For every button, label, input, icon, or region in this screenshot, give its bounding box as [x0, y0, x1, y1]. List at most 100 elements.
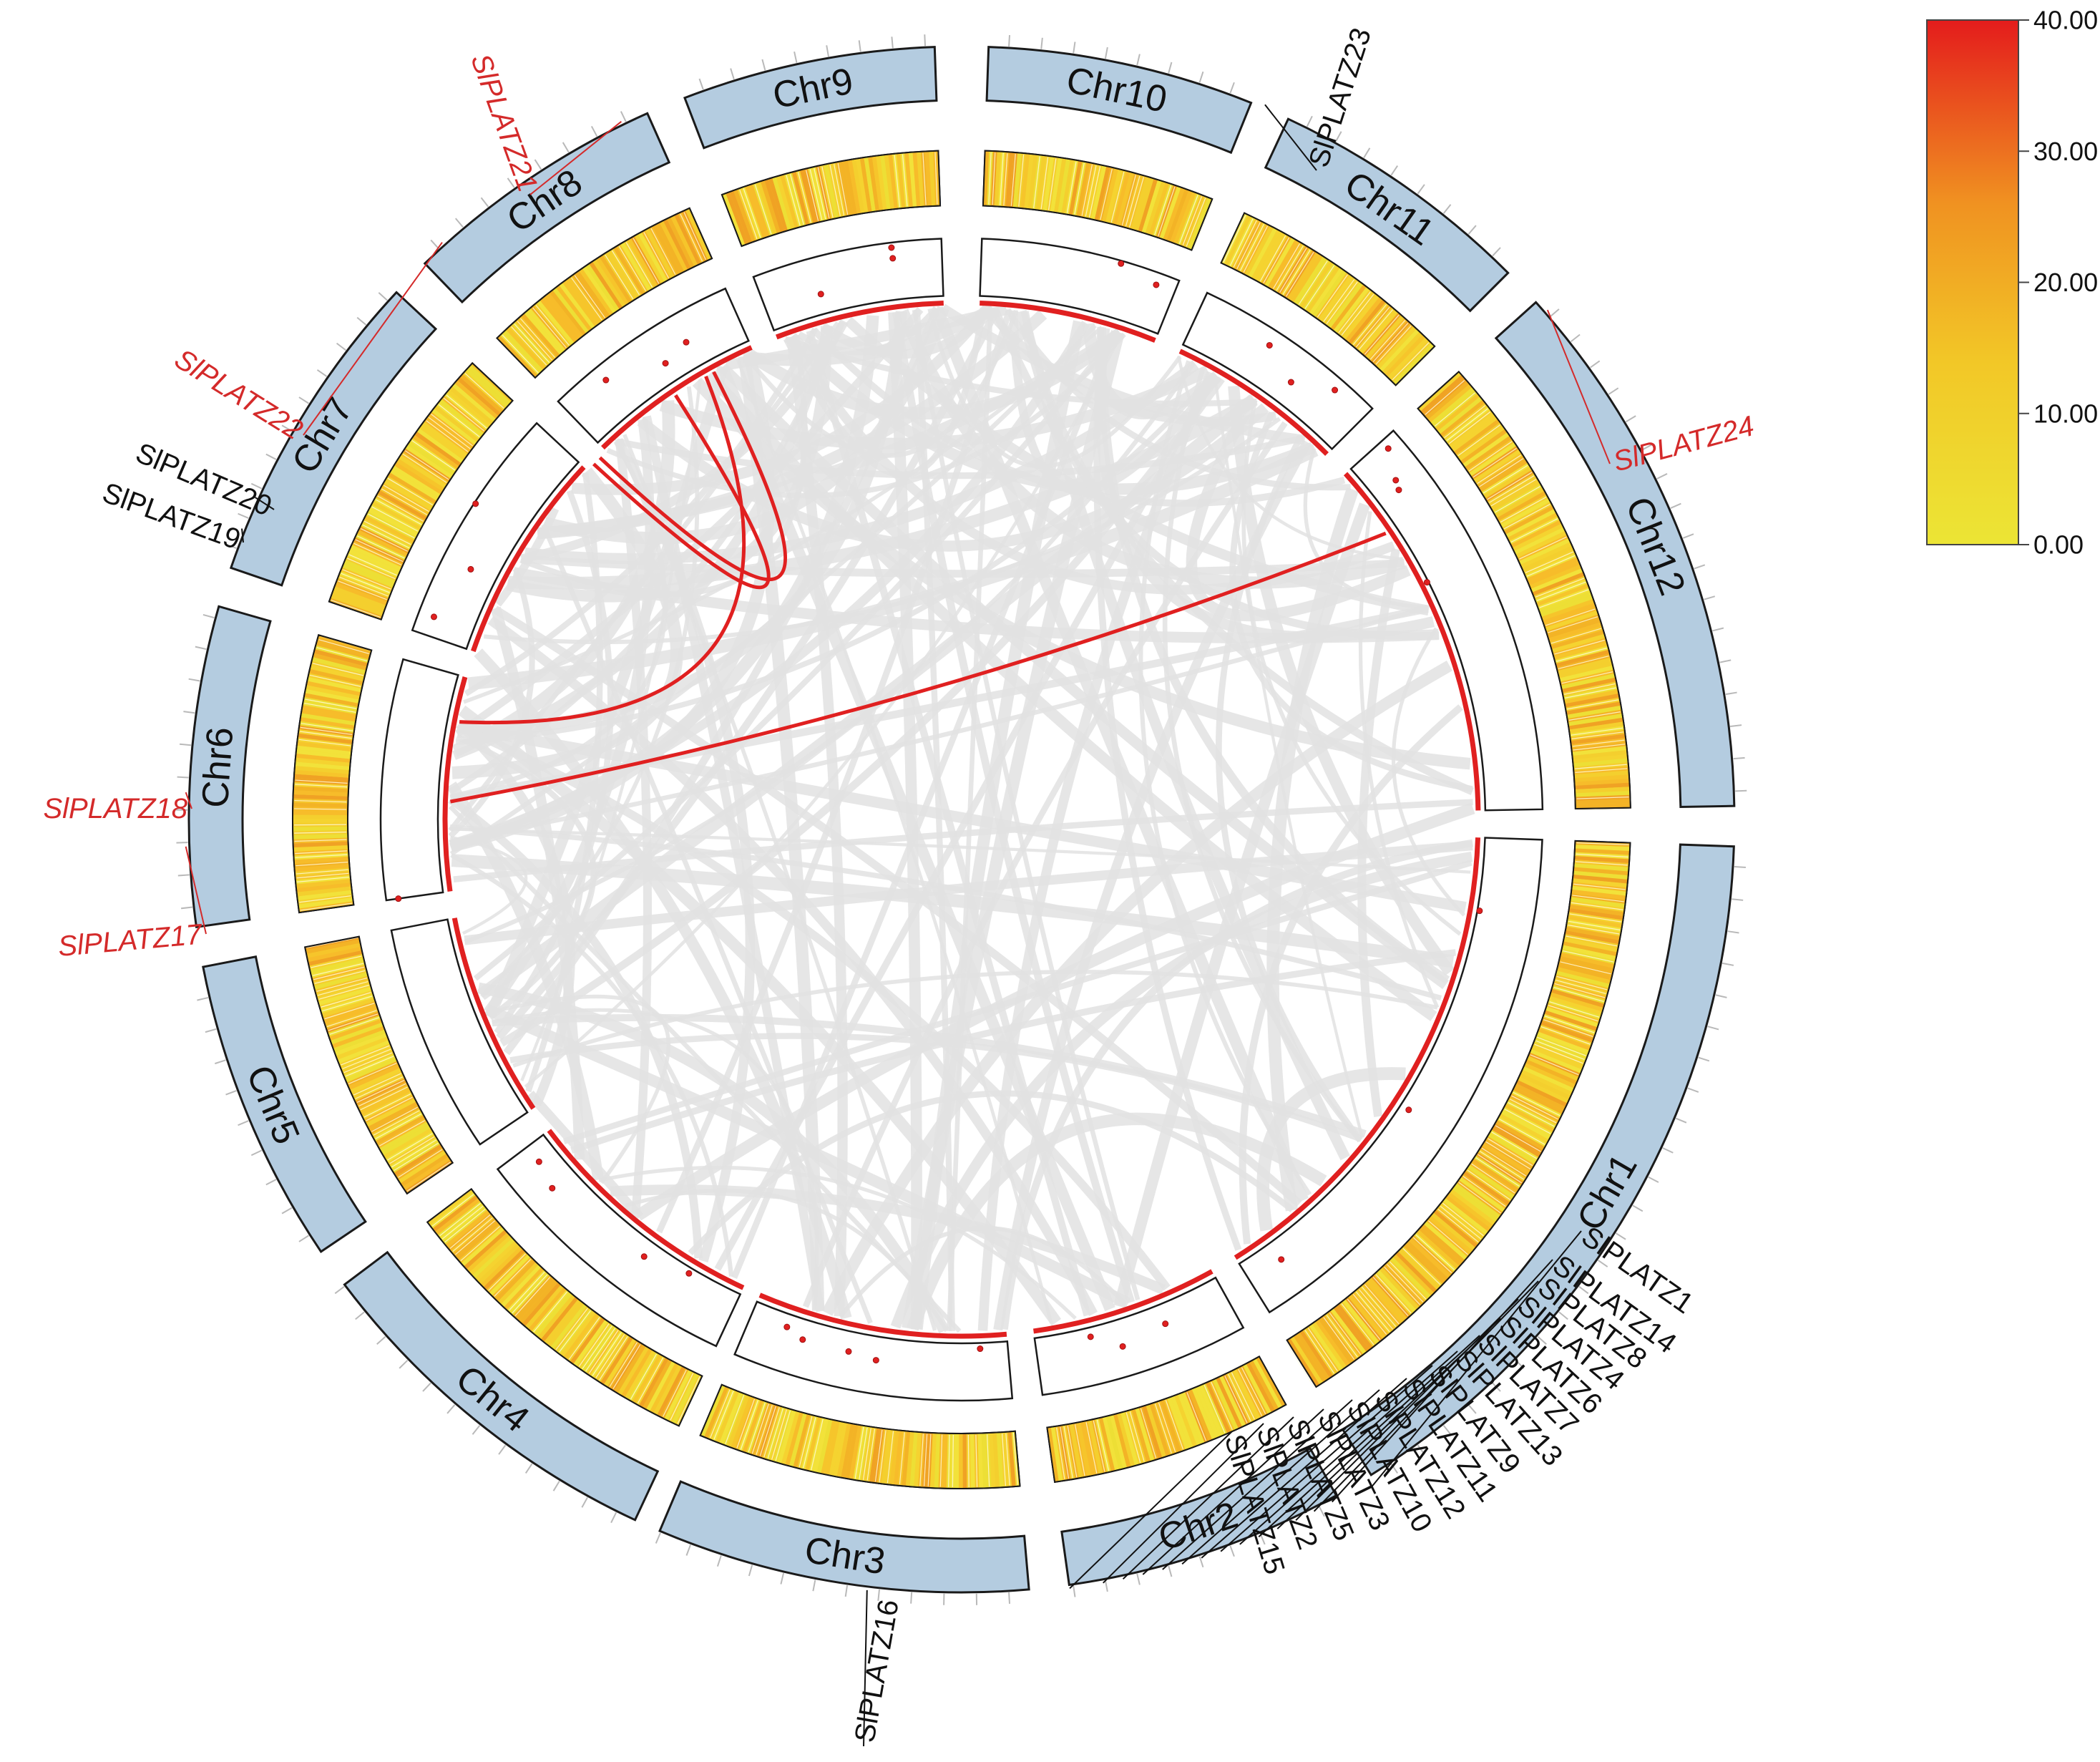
density-bin: [1483, 467, 1532, 499]
density-bin: [908, 152, 917, 207]
density-bin: [384, 480, 433, 510]
density-bin: [305, 688, 359, 704]
density-bin: [539, 298, 577, 343]
chromosome-tick: [793, 51, 798, 64]
density-bin: [456, 1221, 499, 1260]
gene-label-leader: [529, 121, 622, 195]
density-gap: [535, 304, 570, 346]
gene-label-slplatz22: SlPLATZ22: [169, 343, 308, 446]
gene-dot: [799, 1336, 806, 1343]
gene-dot: [888, 244, 895, 251]
density-bin: [295, 864, 349, 872]
density-bin: [930, 1434, 937, 1488]
density-bin: [302, 705, 356, 719]
density-bin: [1549, 996, 1602, 1016]
density-gap: [767, 1408, 783, 1459]
density-bin: [1430, 387, 1475, 425]
density-bin: [970, 1434, 975, 1488]
density-gap: [512, 1274, 548, 1314]
density-bin: [1181, 1392, 1205, 1444]
density-gap: [1539, 589, 1589, 608]
density-bin: [989, 1433, 996, 1488]
chromosome-tick: [1335, 131, 1342, 142]
chromosome-tick: [1670, 502, 1681, 510]
gene-track-chr10: [979, 238, 1181, 335]
chromosome-tick: [581, 1496, 588, 1508]
density-bin: [1573, 878, 1627, 888]
density-bin: [1571, 734, 1626, 745]
synteny-link-segmental: [592, 394, 771, 590]
gene-dot: [1162, 1320, 1169, 1328]
inner-ring-chr8: [601, 345, 753, 450]
density-bin: [293, 790, 348, 797]
density-bin: [864, 157, 876, 212]
chromosome-chr8: [423, 112, 671, 304]
gene-label-slplatz21: SlPLATZ21: [464, 49, 543, 195]
density-bin: [1576, 803, 1630, 809]
density-gap: [630, 1353, 658, 1400]
density-gap: [324, 1003, 375, 1020]
color-scale-legend: 40.00 30.00 20.00 10.00 0.00: [1926, 6, 2098, 560]
density-gap: [357, 535, 405, 559]
density-bin: [1460, 429, 1507, 464]
density-bin: [1575, 774, 1629, 782]
density-gap: [1479, 458, 1524, 487]
density-bin: [573, 1320, 608, 1366]
density-bin: [1541, 599, 1594, 620]
chromosome-tick: [1570, 334, 1581, 343]
density-gap: [341, 1045, 390, 1066]
density-gap: [934, 152, 938, 205]
density-bin: [293, 802, 348, 808]
density-gap: [342, 569, 391, 590]
density-gap: [1530, 1054, 1579, 1076]
density-gap: [1568, 924, 1620, 935]
density-gap: [1575, 764, 1627, 769]
density-bin: [1268, 240, 1299, 288]
chromosome-tick: [1289, 1520, 1296, 1532]
density-bin: [1419, 1227, 1462, 1266]
density-bin: [295, 769, 349, 778]
density-bin: [293, 834, 348, 839]
gene-track-chr11: [1181, 291, 1374, 451]
synteny-link-segmental: [459, 375, 746, 725]
chromosome-tick: [1467, 1404, 1477, 1414]
density-gap: [775, 1410, 791, 1461]
density-gap: [519, 318, 556, 359]
gene-dot: [1384, 445, 1392, 452]
density-bin: [1256, 1357, 1286, 1406]
chromosome-tick: [1417, 184, 1425, 195]
density-bin: [1027, 155, 1038, 209]
density-gap: [438, 404, 480, 437]
density-bin: [1558, 661, 1612, 678]
density-bin: [1554, 641, 1607, 660]
density-gap: [296, 862, 348, 867]
chromosome-tick: [238, 512, 249, 519]
chromosome-tick: [590, 125, 598, 137]
density-gap: [1063, 1426, 1073, 1479]
gene-dot: [872, 1357, 879, 1364]
gene-track-chr2: [1033, 1276, 1245, 1396]
density-gap: [439, 1202, 482, 1237]
chromosome-tick: [910, 1592, 913, 1604]
density-bin: [1342, 1299, 1379, 1344]
density-bin: [312, 657, 366, 674]
density-bin: [1440, 400, 1485, 437]
chromosome-tick: [454, 218, 464, 228]
density-gap: [404, 450, 449, 480]
density-gap: [611, 250, 640, 296]
chromosome-tick: [1390, 1463, 1399, 1474]
density-bin: [1020, 154, 1030, 208]
chromosome-tick: [179, 743, 192, 746]
density-bin: [335, 1033, 387, 1056]
density-gap: [1489, 475, 1535, 503]
density-bin: [905, 1431, 914, 1486]
chromosome-tick: [355, 1311, 365, 1320]
density-gap: [899, 1432, 905, 1485]
density-bin: [296, 882, 351, 892]
gene-dot: [1476, 907, 1483, 915]
chromosome-tick: [472, 1425, 481, 1435]
chromosome-tick: [812, 1580, 816, 1592]
chromosome-tick: [1104, 47, 1108, 59]
inner-ring-chr10: [980, 300, 1156, 343]
density-gap: [854, 1426, 864, 1479]
